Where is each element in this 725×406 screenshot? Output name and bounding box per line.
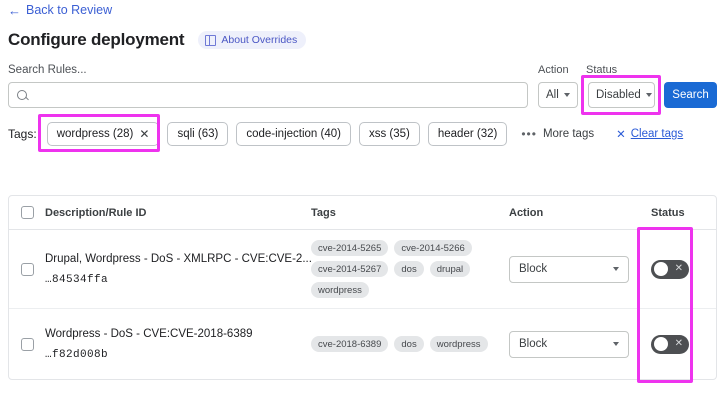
tag-chip-sqli[interactable]: sqli (63) bbox=[167, 122, 229, 146]
tags-label: Tags: bbox=[8, 127, 37, 141]
table-row: Drupal, Wordpress - DoS - XMLRPC - CVE:C… bbox=[9, 230, 716, 309]
tag-chip-label: wordpress (28) bbox=[56, 128, 134, 140]
chevron-down-icon bbox=[613, 267, 619, 271]
search-icon bbox=[17, 90, 27, 100]
row-status-cell: ✕ bbox=[651, 334, 716, 354]
rule-description: Wordpress - DoS - CVE:CVE-2018-6389 bbox=[45, 327, 253, 340]
select-all-checkbox[interactable] bbox=[20, 206, 34, 219]
chevron-down-icon bbox=[613, 342, 619, 346]
close-icon: ✕ bbox=[674, 338, 683, 349]
tag-chip-label: xss (35) bbox=[368, 128, 410, 140]
search-button[interactable]: Search bbox=[664, 82, 717, 108]
row-status-cell: ✕ bbox=[651, 259, 716, 279]
status-filter-value: Disabled bbox=[596, 89, 641, 101]
chevron-down-icon bbox=[645, 93, 652, 97]
row-status-toggle[interactable]: ✕ bbox=[651, 334, 689, 354]
book-icon bbox=[205, 34, 217, 46]
tag-chip-header[interactable]: header (32) bbox=[427, 122, 508, 146]
rule-tag: wordpress bbox=[429, 336, 488, 352]
tag-chip-label: code-injection (40) bbox=[246, 128, 341, 140]
rule-tag: drupal bbox=[429, 261, 471, 277]
tag-chip-wordpress[interactable]: wordpress (28) ✕ bbox=[46, 122, 160, 146]
rule-id: …84534ffa bbox=[45, 273, 109, 286]
row-action-value: Block bbox=[519, 263, 548, 275]
close-icon: ✕ bbox=[674, 263, 683, 274]
row-action-select[interactable]: Block bbox=[509, 330, 629, 358]
tag-chip-code-injection[interactable]: code-injection (40) bbox=[236, 122, 351, 146]
row-status-toggle[interactable]: ✕ bbox=[651, 259, 689, 279]
rules-table: Description/Rule ID Tags Action Status D… bbox=[8, 195, 717, 380]
rule-id: …f82d008b bbox=[45, 348, 109, 361]
rule-tag: cve-2014-5266 bbox=[394, 240, 472, 256]
action-filter-select[interactable]: All bbox=[538, 82, 578, 108]
action-filter-label: Action bbox=[538, 64, 569, 76]
toggle-knob bbox=[654, 262, 668, 276]
status-filter-label: Status bbox=[586, 64, 618, 76]
arrow-left-icon: ← bbox=[8, 2, 21, 18]
clear-tags-button[interactable]: ✕ Clear tags bbox=[616, 127, 683, 141]
close-icon: ✕ bbox=[616, 129, 626, 141]
clear-tags-label: Clear tags bbox=[630, 128, 684, 140]
rule-description: Drupal, Wordpress - DoS - XMLRPC - CVE:C… bbox=[45, 252, 312, 265]
row-description-cell: Wordpress - DoS - CVE:CVE-2018-6389 …f82… bbox=[45, 328, 311, 361]
back-to-review-link[interactable]: ← Back to Review bbox=[8, 3, 112, 17]
close-icon[interactable]: ✕ bbox=[139, 127, 150, 141]
status-filter-select[interactable]: Disabled bbox=[588, 82, 655, 108]
column-header-status: Status bbox=[651, 206, 685, 219]
search-input[interactable] bbox=[34, 88, 519, 102]
row-checkbox[interactable] bbox=[20, 262, 34, 276]
chevron-down-icon bbox=[564, 93, 570, 97]
column-header-description: Description/Rule ID bbox=[45, 206, 147, 219]
about-overrides-label: About Overrides bbox=[221, 34, 298, 46]
tag-chip-xss[interactable]: xss (35) bbox=[358, 122, 420, 146]
row-select-cell[interactable] bbox=[9, 262, 45, 276]
tags-filter-bar: Tags: wordpress (28) ✕ sqli (63) code-in… bbox=[8, 122, 683, 146]
rule-tag: dos bbox=[394, 261, 424, 277]
ellipsis-icon: ••• bbox=[521, 127, 537, 141]
more-tags-label: More tags bbox=[542, 128, 595, 140]
search-rules-label: Search Rules... bbox=[8, 64, 87, 76]
row-tags-cell: cve-2014-5265 cve-2014-5266 cve-2014-526… bbox=[311, 240, 509, 298]
select-all-cell[interactable] bbox=[9, 206, 45, 219]
row-action-cell: Block bbox=[509, 330, 651, 358]
row-action-value: Block bbox=[519, 338, 548, 350]
action-filter-value: All bbox=[546, 89, 559, 101]
back-to-review-label: Back to Review bbox=[26, 3, 113, 17]
row-action-select[interactable]: Block bbox=[509, 255, 629, 283]
toggle-knob bbox=[654, 337, 668, 351]
rule-tag: cve-2018-6389 bbox=[311, 336, 389, 352]
about-overrides-badge[interactable]: About Overrides bbox=[198, 31, 307, 49]
table-row: Wordpress - DoS - CVE:CVE-2018-6389 …f82… bbox=[9, 309, 716, 379]
tag-chip-label: sqli (63) bbox=[177, 128, 219, 140]
page-title: Configure deployment bbox=[8, 30, 185, 49]
row-action-cell: Block bbox=[509, 255, 651, 283]
more-tags-button[interactable]: ••• More tags bbox=[521, 127, 594, 141]
rule-tag: dos bbox=[394, 336, 424, 352]
rule-tag: wordpress bbox=[311, 282, 369, 298]
column-header-tags: Tags bbox=[311, 206, 336, 219]
row-tags-cell: cve-2018-6389 dos wordpress bbox=[311, 336, 509, 352]
row-description-cell: Drupal, Wordpress - DoS - XMLRPC - CVE:C… bbox=[45, 252, 312, 286]
rule-tag: cve-2014-5265 bbox=[311, 240, 389, 256]
row-checkbox[interactable] bbox=[20, 337, 34, 351]
table-header-row: Description/Rule ID Tags Action Status bbox=[9, 196, 716, 230]
row-select-cell[interactable] bbox=[9, 337, 45, 351]
tag-chip-label: header (32) bbox=[437, 128, 498, 140]
header-row: Configure deployment About Overrides bbox=[8, 30, 307, 50]
column-header-action: Action bbox=[509, 206, 544, 219]
rule-tag: cve-2014-5267 bbox=[311, 261, 389, 277]
search-input-wrapper[interactable] bbox=[8, 82, 528, 108]
